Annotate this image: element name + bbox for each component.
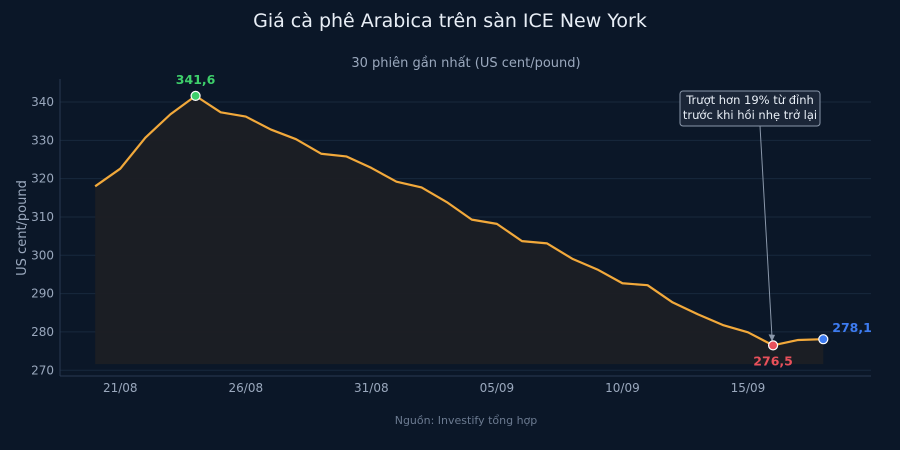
last-marker (818, 334, 829, 345)
peak-label: 341,6 (176, 72, 216, 87)
y-tick-label: 310 (31, 210, 54, 224)
trough-label: 276,5 (753, 353, 793, 368)
x-tick-label: 05/09 (480, 381, 515, 395)
y-tick-label: 280 (31, 325, 54, 339)
x-tick-label: 31/08 (354, 381, 389, 395)
callout-arrow-head (768, 334, 776, 342)
y-tick-label: 330 (31, 133, 54, 147)
y-tick-label: 290 (31, 287, 54, 301)
callout-text: Trượt hơn 19% từ đỉnh (685, 93, 814, 107)
x-tick-label: 15/09 (731, 381, 766, 395)
axes: 270 280 290 300 310 320 330 340 21/08 26/08 31/08 0… (31, 79, 871, 395)
chart-title: Giá cà phê Arabica trên sàn ICE New York (253, 10, 647, 32)
x-tick-label: 26/08 (229, 381, 264, 395)
y-tick-label: 270 (31, 363, 54, 377)
y-tick-label: 320 (31, 172, 54, 186)
chart-subtitle: 30 phiên gần nhất (US cent/pound) (351, 56, 580, 71)
plot-area (94, 94, 824, 365)
callout-text: trước khi hồi nhẹ trở lại (683, 108, 817, 122)
callout-box (679, 90, 821, 127)
y-tick-label: 300 (31, 248, 54, 262)
peak-marker (190, 90, 201, 101)
callout-arrow-line (759, 125, 773, 339)
price-line (94, 94, 824, 347)
y-tick-label: 340 (31, 95, 54, 109)
y-axis-label: US cent/pound (15, 180, 30, 276)
x-tick-label: 21/08 (103, 381, 138, 395)
source-note: Nguồn: Investify tổng hợp (395, 414, 538, 427)
x-tick-label: 10/09 (605, 381, 640, 395)
trough-marker (767, 340, 779, 351)
area-fill (95, 95, 824, 365)
last-label: 278,1 (832, 320, 872, 335)
